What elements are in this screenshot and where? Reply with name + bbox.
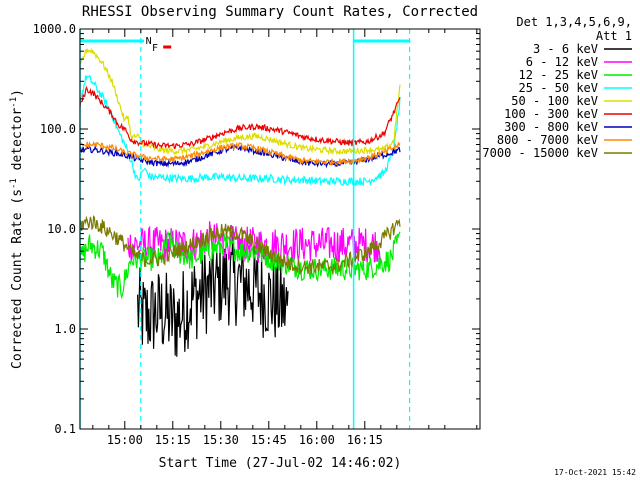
footer-date: 17-Oct-2021 15:42: [554, 468, 636, 477]
legend-label: 100 - 300 keV: [504, 107, 598, 121]
legend-label: 800 - 7000 keV: [497, 133, 598, 147]
x-tick-label: 16:00: [299, 433, 335, 447]
series-line-7: [79, 140, 401, 166]
legend-header-attenuator: Att 1: [596, 29, 632, 43]
x-tick-label: 16:15: [347, 433, 383, 447]
legend-label: 7000 - 15000 keV: [482, 146, 598, 160]
y-axis-label: Corrected Count Rate (s-1 detector-1): [9, 89, 25, 369]
y-axis-label-mid: detector: [10, 108, 25, 179]
series-layer: [79, 47, 401, 357]
series-line-1: [127, 221, 382, 264]
chart-title: RHESSI Observing Summary Count Rates, Co…: [82, 4, 478, 20]
series-line-3: [79, 74, 401, 187]
legend-label: 3 - 6 keV: [533, 42, 598, 56]
x-tick-label: 15:30: [203, 433, 239, 447]
series-line-5: [79, 85, 401, 150]
y-tick-label: 1.0: [54, 322, 76, 336]
y-axis-label-end: ): [10, 89, 25, 97]
x-tick-label: 15:00: [107, 433, 143, 447]
legend-label: 300 - 800 keV: [504, 120, 598, 134]
legend-label: 25 - 50 keV: [519, 81, 598, 95]
legend-label: 6 - 12 keV: [526, 55, 598, 69]
y-tick-label: 100.0: [40, 122, 76, 136]
night-flag-n: N: [146, 36, 152, 47]
y-axis-label-main: Corrected Count Rate (s: [10, 189, 25, 369]
y-axis-label-sup1: -1: [9, 178, 19, 189]
y-tick-label: 1000.0: [33, 22, 76, 36]
y-axis-label-sup2: -1: [9, 97, 19, 108]
y-tick-label: 10.0: [47, 222, 76, 236]
y-tick-label: 0.1: [54, 422, 76, 436]
x-axis-label: Start Time (27-Jul-02 14:46:02): [159, 456, 402, 471]
x-tick-label: 15:45: [251, 433, 287, 447]
x-tick-label: 15:15: [155, 433, 191, 447]
legend-header-detectors: Det 1,3,4,5,6,9,: [516, 15, 632, 29]
series-line-4: [79, 47, 401, 156]
series-line-2: [79, 230, 401, 300]
legend-label: 50 - 100 keV: [511, 94, 598, 108]
series-line-8: [79, 215, 401, 275]
legend-label: 12 - 25 keV: [519, 68, 598, 82]
axes-layer: 1000.0 100.0 10.0 1.0 0.1 15:00 15:15 15:30 15:4…: [33, 22, 480, 447]
flare-flag-f: F: [152, 43, 158, 54]
